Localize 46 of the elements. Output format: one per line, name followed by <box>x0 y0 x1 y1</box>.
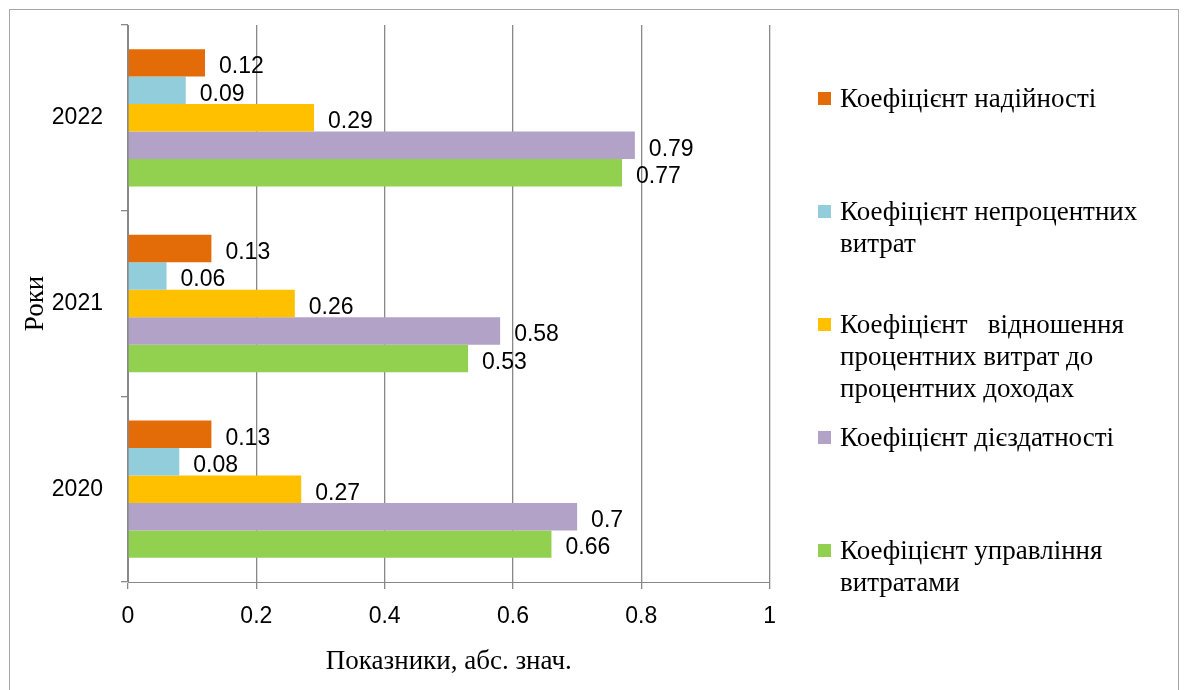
x-tick-label: 0 <box>121 602 135 629</box>
data-label: 0.12 <box>218 52 264 79</box>
data-label: 0.58 <box>514 320 559 347</box>
data-label: 0.08 <box>193 451 239 478</box>
data-label: 0.09 <box>199 79 245 106</box>
data-label: 0.79 <box>648 134 694 161</box>
bar <box>128 475 302 503</box>
data-label: 0.13 <box>225 237 271 264</box>
x-tick-label: 0.4 <box>368 602 401 629</box>
data-label: 0.77 <box>636 162 681 189</box>
y-tick-label: 2022 <box>51 103 103 130</box>
bar <box>128 131 635 160</box>
y-tick-label: 2020 <box>51 474 103 501</box>
bar <box>128 234 212 263</box>
data-label: 0.13 <box>225 423 271 450</box>
bar <box>128 104 315 132</box>
bar <box>128 502 578 531</box>
legend-label: Коефіцієнт управління витратами <box>840 535 1104 597</box>
x-tick-label: 0.6 <box>496 602 529 629</box>
bar <box>128 76 186 105</box>
data-label: 0.53 <box>482 347 527 374</box>
bar <box>128 159 623 187</box>
bar <box>128 344 469 373</box>
x-tick-label: 0.8 <box>625 602 658 629</box>
x-tick-label: 1 <box>763 602 776 629</box>
data-label: 0.29 <box>328 107 373 134</box>
legend-label: Коефіцієнт непроцентних витрат <box>840 196 1139 258</box>
bar <box>128 447 180 476</box>
legend-label: Коефіцієнт надійності <box>840 83 1097 113</box>
y-axis-title: Роки <box>19 275 50 332</box>
x-axis-title: Показники, абс. знач. <box>325 644 572 675</box>
bar <box>128 420 212 448</box>
legend-label: Коефіцієнт дієздатності <box>840 422 1115 452</box>
y-tick-label: 2021 <box>51 288 103 315</box>
data-label: 0.27 <box>315 478 360 505</box>
legend-label: Коефіцієнт відношення процентних витрат до процентних доходах <box>840 309 1125 403</box>
bar <box>128 262 167 290</box>
bar <box>128 289 295 318</box>
bar <box>128 317 501 345</box>
data-label: 0.66 <box>565 533 611 560</box>
data-label: 0.06 <box>180 265 226 292</box>
x-tick-label: 0.2 <box>240 602 273 629</box>
bar <box>128 49 205 77</box>
bar <box>128 530 552 558</box>
data-label: 0.7 <box>591 505 624 532</box>
data-label: 0.26 <box>308 292 354 319</box>
